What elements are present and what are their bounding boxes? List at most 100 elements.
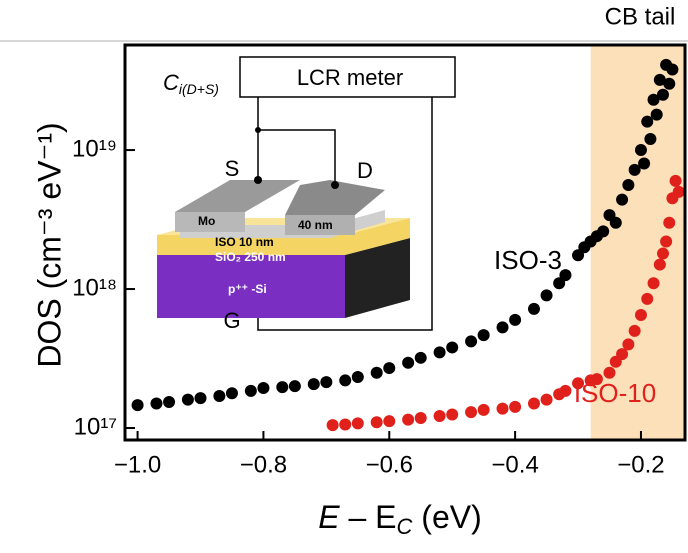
- cap-label: Ci(D+S): [163, 70, 219, 97]
- data-point: [371, 416, 383, 428]
- data-point: [670, 175, 682, 187]
- data-point: [541, 394, 553, 406]
- x-tick-label: −1.0: [114, 451, 161, 478]
- x-tick-label: −0.6: [366, 451, 413, 478]
- data-point: [638, 158, 650, 170]
- data-point: [257, 382, 269, 394]
- data-point: [673, 186, 685, 198]
- data-point: [654, 259, 666, 271]
- data-point: [465, 406, 477, 418]
- data-point: [635, 309, 647, 321]
- y-tick-label: 10¹⁹: [72, 135, 117, 162]
- data-point: [383, 415, 395, 427]
- data-point: [150, 398, 162, 410]
- data-point: [195, 392, 207, 404]
- data-point: [657, 248, 669, 260]
- data-point: [402, 414, 414, 426]
- source-label: S: [225, 156, 240, 181]
- x-label-part: C: [397, 514, 413, 539]
- data-point: [509, 401, 521, 413]
- cap-subscript: i(D+S): [179, 81, 219, 97]
- gate-label: G: [223, 308, 240, 333]
- substrate-label: p⁺⁺ -Si: [228, 282, 267, 296]
- data-point: [226, 387, 238, 399]
- x-tick-label: −0.8: [240, 451, 287, 478]
- data-point: [497, 403, 509, 415]
- data-point: [415, 352, 427, 364]
- data-point: [371, 367, 383, 379]
- data-point: [446, 341, 458, 353]
- channel-label: ISO 10 nm: [215, 235, 274, 249]
- data-point: [245, 385, 257, 397]
- x-label-part: – E: [340, 499, 397, 535]
- data-point: [597, 225, 609, 237]
- oxide-label: SiO₂ 250 nm: [215, 250, 286, 264]
- data-point: [402, 357, 414, 369]
- data-point: [660, 235, 672, 247]
- metal-label: Mo: [198, 214, 215, 228]
- region-label: CB tail: [605, 3, 676, 30]
- junction: [255, 127, 261, 133]
- data-point: [182, 394, 194, 406]
- series-label: ISO-10: [574, 378, 656, 408]
- data-point: [434, 346, 446, 358]
- data-point: [415, 412, 427, 424]
- data-point: [629, 325, 641, 337]
- data-point: [610, 217, 622, 229]
- data-point: [446, 409, 458, 421]
- data-point: [648, 277, 660, 289]
- y-tick-label: 10¹⁸: [72, 274, 117, 301]
- data-point: [528, 303, 540, 315]
- data-point: [644, 133, 656, 145]
- wire: [258, 130, 335, 185]
- x-tick-label: −0.2: [617, 451, 664, 478]
- data-point: [622, 338, 634, 350]
- data-point: [339, 419, 351, 431]
- data-point: [663, 78, 675, 90]
- probe-tip: [254, 176, 262, 184]
- x-label-part: E: [318, 499, 340, 535]
- data-point: [163, 396, 175, 408]
- data-point: [308, 378, 320, 390]
- data-point: [352, 417, 364, 429]
- data-point: [497, 321, 509, 333]
- data-point: [641, 293, 653, 305]
- y-axis-label: DOS (cm⁻³ eV⁻¹): [31, 122, 67, 367]
- data-point: [657, 89, 669, 101]
- inset: LCR meter Ci(D+S) S D G Mo 40 nm ISO 10 …: [157, 57, 455, 333]
- data-point: [541, 289, 553, 301]
- x-tick-label: −0.4: [491, 451, 538, 478]
- data-point: [616, 194, 628, 206]
- data-point: [352, 371, 364, 383]
- drain-label: D: [357, 158, 373, 183]
- data-point: [213, 390, 225, 402]
- data-point: [289, 380, 301, 392]
- x-axis-label: E – EC (eV): [318, 499, 482, 538]
- data-point: [528, 398, 540, 410]
- data-point: [651, 109, 663, 121]
- data-point: [478, 404, 490, 416]
- data-point: [635, 144, 647, 156]
- data-point: [465, 335, 477, 347]
- data-point: [276, 381, 288, 393]
- data-point: [320, 376, 332, 388]
- chart: −1.0 −0.8 −0.6 −0.4 −0.2 10¹⁷ 10¹⁸ 10¹⁹ ISO-3 ISO…: [0, 0, 688, 548]
- data-point: [383, 362, 395, 374]
- data-point: [132, 399, 144, 411]
- meter-label: LCR meter: [297, 65, 403, 90]
- probe-tip: [331, 181, 339, 189]
- data-point: [327, 419, 339, 431]
- data-point: [478, 329, 490, 341]
- series-label: ISO-3: [494, 245, 562, 275]
- data-point: [622, 179, 634, 191]
- data-point: [339, 374, 351, 386]
- data-point: [434, 410, 446, 422]
- data-point: [559, 385, 571, 397]
- thickness-label: 40 nm: [298, 218, 333, 232]
- source-contact: [175, 180, 300, 212]
- data-point: [509, 314, 521, 326]
- data-point: [666, 63, 678, 75]
- y-tick-label: 10¹⁷: [74, 413, 117, 440]
- cap-symbol: C: [163, 70, 179, 95]
- data-point: [663, 217, 675, 229]
